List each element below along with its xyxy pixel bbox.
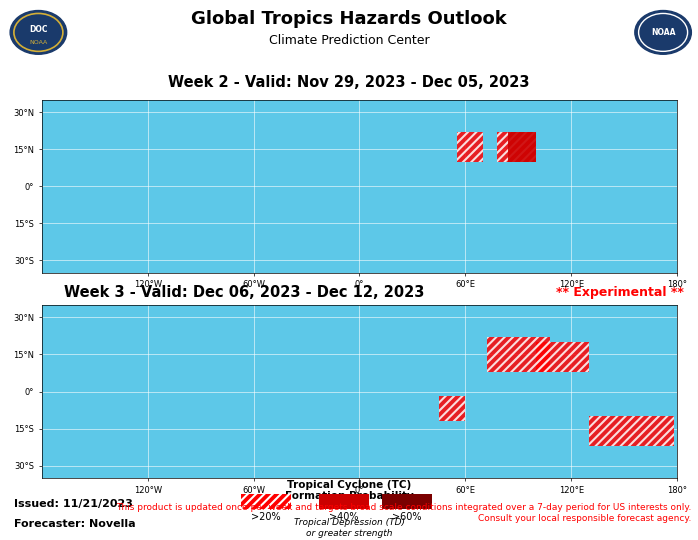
Text: Forecaster: Novella: Forecaster: Novella	[14, 519, 135, 529]
Text: NOAA: NOAA	[651, 28, 676, 37]
Text: Issued: 11/21/2023: Issued: 11/21/2023	[14, 499, 133, 509]
Text: Tropical Cyclone (TC)
Formation Probability: Tropical Cyclone (TC) Formation Probabil…	[285, 480, 413, 501]
Text: Tropical Depression (TD)
or greater strength: Tropical Depression (TD) or greater stre…	[293, 518, 405, 538]
Ellipse shape	[10, 10, 66, 54]
Text: ** Experimental **: ** Experimental **	[556, 286, 684, 300]
Text: Week 2 - Valid: Nov 29, 2023 - Dec 05, 2023: Week 2 - Valid: Nov 29, 2023 - Dec 05, 2…	[168, 75, 530, 90]
Text: >40%: >40%	[329, 512, 359, 522]
Bar	[507, 132, 536, 161]
Bar	[536, 342, 589, 372]
Bar	[589, 416, 674, 446]
Text: NOAA: NOAA	[29, 39, 47, 45]
Text: Global Tropics Hazards Outlook: Global Tropics Hazards Outlook	[191, 10, 507, 28]
Bar	[439, 396, 466, 421]
Bar	[456, 132, 483, 161]
Text: Week 3 - Valid: Dec 06, 2023 - Dec 12, 2023: Week 3 - Valid: Dec 06, 2023 - Dec 12, 2…	[64, 286, 424, 300]
FancyBboxPatch shape	[382, 495, 432, 509]
Text: DOC: DOC	[29, 25, 47, 35]
Ellipse shape	[635, 10, 692, 54]
FancyBboxPatch shape	[241, 495, 291, 509]
Text: >60%: >60%	[392, 512, 422, 522]
Bar	[497, 132, 536, 161]
FancyBboxPatch shape	[319, 495, 369, 509]
Text: This product is updated once per week and targets broad scale conditions integra: This product is updated once per week an…	[116, 503, 691, 523]
Bar	[487, 337, 550, 372]
Text: Climate Prediction Center: Climate Prediction Center	[269, 34, 429, 47]
Text: >20%: >20%	[251, 512, 281, 522]
